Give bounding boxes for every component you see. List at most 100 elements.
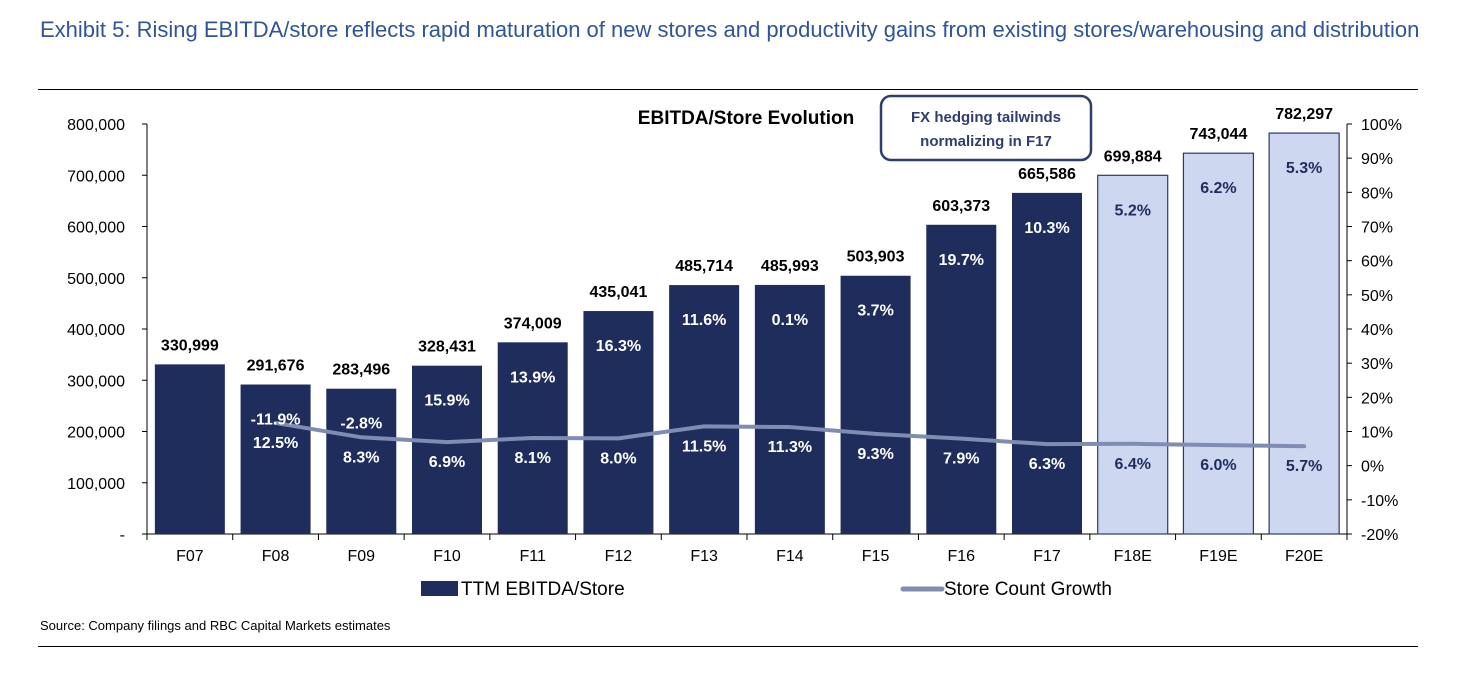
x-tick-label: F07 bbox=[176, 548, 204, 565]
x-tick-label: F20E bbox=[1285, 548, 1323, 565]
y-right-tick-label: 40% bbox=[1361, 322, 1393, 339]
line-value-label: 11.5% bbox=[682, 438, 726, 455]
source-note: Source: Company filings and RBC Capital … bbox=[40, 618, 391, 633]
bar bbox=[669, 285, 740, 534]
bar bbox=[412, 365, 482, 534]
y-right-tick-label: 100% bbox=[1361, 117, 1402, 134]
line-value-label: 6.3% bbox=[1029, 456, 1065, 473]
legend: TTM EBITDA/Store Store Count Growth bbox=[421, 579, 1112, 600]
legend-swatch-bars bbox=[421, 581, 458, 596]
bar-growth-label: 19.7% bbox=[939, 252, 984, 269]
axes: - 100,000 200,000 300,000 400,000 500,000 600,… bbox=[67, 117, 1402, 565]
bar bbox=[1182, 152, 1255, 535]
bar-value-label: 782,297 bbox=[1275, 106, 1333, 123]
fx-annotation: FX hedging tailwinds normalizing in F17 bbox=[879, 94, 1093, 162]
line-value-label: 8.1% bbox=[514, 450, 550, 467]
annotation-line-1: FX hedging tailwinds bbox=[911, 109, 1061, 126]
bar-value-label: 485,993 bbox=[761, 258, 819, 275]
bar-growth-label: 3.7% bbox=[857, 303, 893, 320]
y-right-tick-label: 20% bbox=[1361, 390, 1393, 407]
bar bbox=[926, 224, 997, 534]
top-rule bbox=[38, 89, 1418, 90]
bar-value-label: 291,676 bbox=[247, 358, 305, 375]
bar-growth-label: 0.1% bbox=[772, 312, 808, 329]
bar-value-label: 435,041 bbox=[590, 284, 648, 301]
bar-value-label: 328,431 bbox=[418, 339, 476, 356]
bar-growth-label: -11.9% bbox=[251, 412, 301, 429]
annotation-box bbox=[879, 94, 1093, 162]
bar-value-label: 699,884 bbox=[1104, 148, 1162, 165]
bar-growth-label: 13.9% bbox=[510, 369, 555, 386]
bars bbox=[154, 132, 1340, 535]
line-value-label: 11.3% bbox=[768, 439, 812, 456]
line-value-label: 9.3% bbox=[857, 446, 893, 463]
bar-growth-label: 6.2% bbox=[1200, 180, 1236, 197]
x-tick-label: F15 bbox=[862, 548, 890, 565]
y-left-tick-label: 600,000 bbox=[67, 220, 125, 237]
y-right-tick-label: -20% bbox=[1361, 527, 1398, 544]
bar-growth-label: 11.6% bbox=[682, 312, 726, 329]
bar bbox=[1097, 174, 1169, 535]
line-value-label: 8.0% bbox=[600, 450, 636, 467]
store-growth-line bbox=[273, 420, 1307, 449]
y-right-tick-label: -10% bbox=[1361, 493, 1398, 510]
y-right-tick-label: 50% bbox=[1361, 288, 1393, 305]
x-tick-label: F19E bbox=[1199, 548, 1237, 565]
bar-value-label: 485,714 bbox=[675, 258, 733, 275]
bottom-rule bbox=[38, 646, 1418, 647]
x-tick-label: F17 bbox=[1033, 548, 1061, 565]
line-value-label: 5.7% bbox=[1286, 458, 1322, 475]
bar bbox=[840, 275, 911, 534]
bar-value-label: 743,044 bbox=[1190, 126, 1248, 143]
bar-value-label: 330,999 bbox=[161, 337, 219, 354]
annotation-line-2: normalizing in F17 bbox=[920, 133, 1052, 150]
x-tick-label: F09 bbox=[347, 548, 375, 565]
bar bbox=[1012, 192, 1082, 534]
chart-title: EBITDA/Store Evolution bbox=[638, 108, 854, 129]
bar-growth-label: 15.9% bbox=[424, 393, 469, 410]
y-right-tick-label: 10% bbox=[1361, 425, 1393, 442]
bar-value-label: 283,496 bbox=[332, 362, 390, 379]
y-left-tick-label: 200,000 bbox=[67, 425, 125, 442]
bar-value-label: 603,373 bbox=[932, 198, 990, 215]
x-tick-label: F08 bbox=[262, 548, 290, 565]
y-left-tick-label: - bbox=[120, 527, 125, 544]
x-tick-label: F14 bbox=[776, 548, 804, 565]
bar-value-label: 503,903 bbox=[847, 249, 905, 266]
y-right-tick-label: 80% bbox=[1361, 185, 1393, 202]
y-right-tick-label: 30% bbox=[1361, 356, 1393, 373]
bar-growth-label: 16.3% bbox=[596, 338, 641, 355]
x-tick-label: F16 bbox=[947, 548, 975, 565]
line-value-label: 8.3% bbox=[343, 449, 379, 466]
legend-label-bars: TTM EBITDA/Store bbox=[461, 579, 625, 600]
y-left-tick-label: 300,000 bbox=[67, 373, 125, 390]
bar-growth-label: 5.2% bbox=[1114, 202, 1150, 219]
bar-value-label: 665,586 bbox=[1018, 166, 1076, 183]
bar bbox=[240, 384, 311, 534]
bar bbox=[326, 388, 397, 534]
bar bbox=[154, 364, 225, 534]
y-left-tick-label: 400,000 bbox=[67, 322, 125, 339]
store-growth-polyline bbox=[273, 420, 1307, 449]
bar-growth-label: -2.8% bbox=[340, 416, 382, 433]
line-value-label: 12.5% bbox=[253, 435, 298, 452]
bar bbox=[583, 311, 654, 534]
y-right-tick-label: 90% bbox=[1361, 151, 1393, 168]
line-value-label: 7.9% bbox=[943, 451, 979, 468]
line-value-label: 6.4% bbox=[1114, 456, 1150, 473]
legend-label-line: Store Count Growth bbox=[944, 579, 1112, 600]
exhibit-title: Exhibit 5: Rising EBITDA/store reflects … bbox=[40, 17, 1420, 42]
ebitda-chart: EBITDA/Store Evolution FX hedging tailwi… bbox=[67, 94, 1402, 600]
line-value-label: 6.0% bbox=[1200, 457, 1236, 474]
bar-value-label: 374,009 bbox=[504, 315, 562, 332]
y-right-tick-label: 70% bbox=[1361, 220, 1393, 237]
bar bbox=[754, 284, 825, 534]
y-left-tick-label: 100,000 bbox=[67, 476, 125, 493]
x-tick-label: F11 bbox=[520, 548, 546, 565]
line-value-label: 6.9% bbox=[429, 454, 465, 471]
x-tick-label: F18E bbox=[1114, 548, 1152, 565]
x-tick-label: F10 bbox=[433, 548, 461, 565]
bar-growth-label: 10.3% bbox=[1024, 220, 1069, 237]
data-labels: 330,999 291,676 -11.9% 283,496 -2.8% 328,431 1… bbox=[161, 106, 1333, 475]
y-right-tick-label: 0% bbox=[1361, 459, 1384, 476]
